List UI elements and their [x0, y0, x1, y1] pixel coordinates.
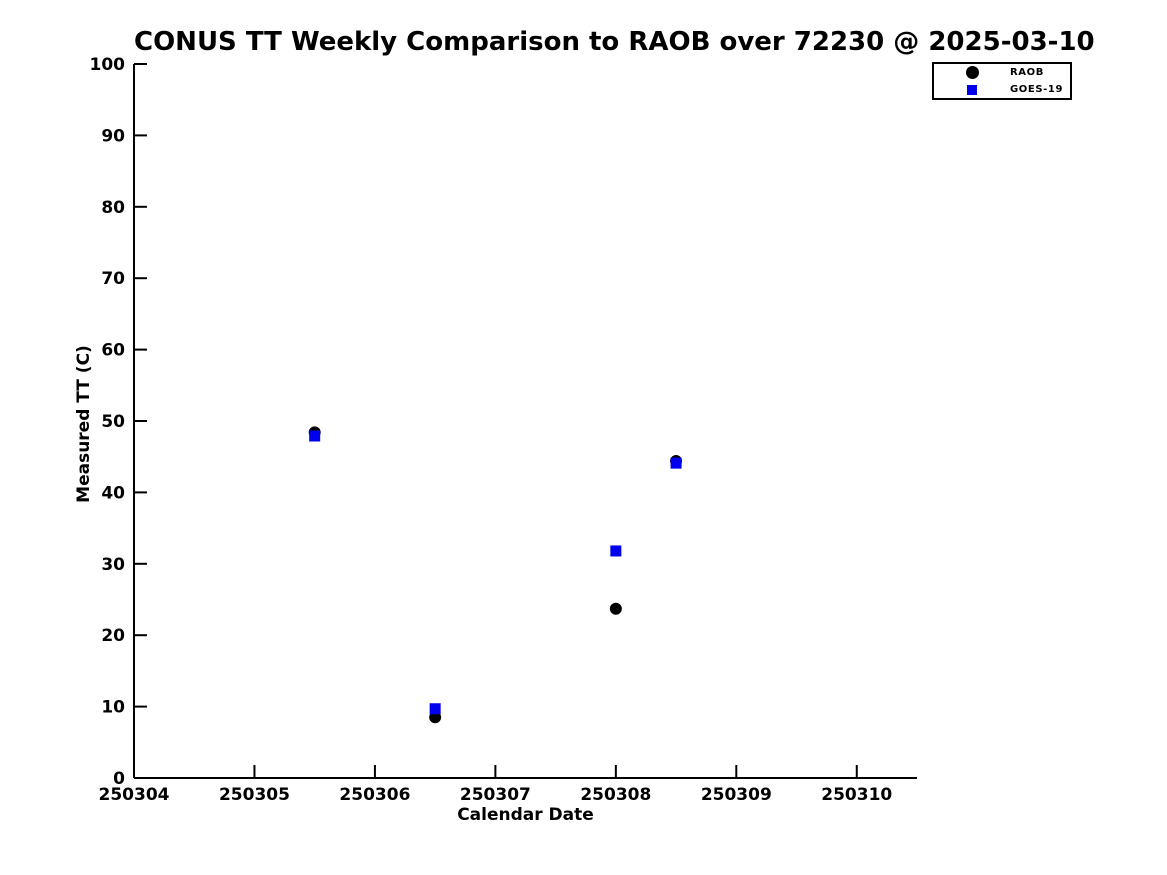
x-tick-label: 250310	[821, 785, 892, 805]
x-tick-label: 250304	[99, 785, 170, 805]
y-tick-label: 50	[101, 412, 125, 432]
x-tick-label: 250309	[701, 785, 772, 805]
legend-label-goes-19: GOES-19	[1010, 84, 1064, 95]
raob-circle-icon	[965, 66, 979, 79]
x-axis-label: Calendar Date	[457, 805, 594, 825]
y-tick-label: 20	[101, 626, 125, 646]
legend: RAOB GOES-19	[932, 62, 1072, 100]
legend-row-raob: RAOB	[934, 64, 1070, 81]
y-tick-label: 0	[113, 769, 125, 789]
y-tick-label: 60	[101, 341, 125, 361]
goes-19-point	[610, 545, 622, 557]
y-tick-label: 80	[101, 198, 125, 218]
raob-point	[429, 711, 442, 724]
y-tick-label: 30	[101, 555, 125, 575]
y-tick-label: 10	[101, 698, 125, 718]
y-tick-label: 70	[101, 269, 125, 289]
legend-marker-cell	[934, 66, 1010, 79]
goes-19-square-icon	[967, 84, 977, 95]
raob-point	[609, 602, 622, 615]
legend-label-raob: RAOB	[1010, 67, 1044, 78]
x-tick-label: 250308	[580, 785, 651, 805]
y-tick-label: 100	[90, 55, 126, 75]
x-tick-label: 250307	[460, 785, 531, 805]
goes-19-point	[670, 457, 682, 469]
legend-row-goes-19: GOES-19	[934, 81, 1070, 98]
y-tick-label: 90	[101, 126, 125, 146]
goes-19-point	[309, 430, 321, 442]
y-tick-label: 40	[101, 483, 125, 503]
x-tick-label: 250305	[219, 785, 290, 805]
goes-19-point	[429, 703, 441, 715]
x-tick-label: 250306	[339, 785, 410, 805]
legend-marker-cell	[934, 84, 1010, 95]
